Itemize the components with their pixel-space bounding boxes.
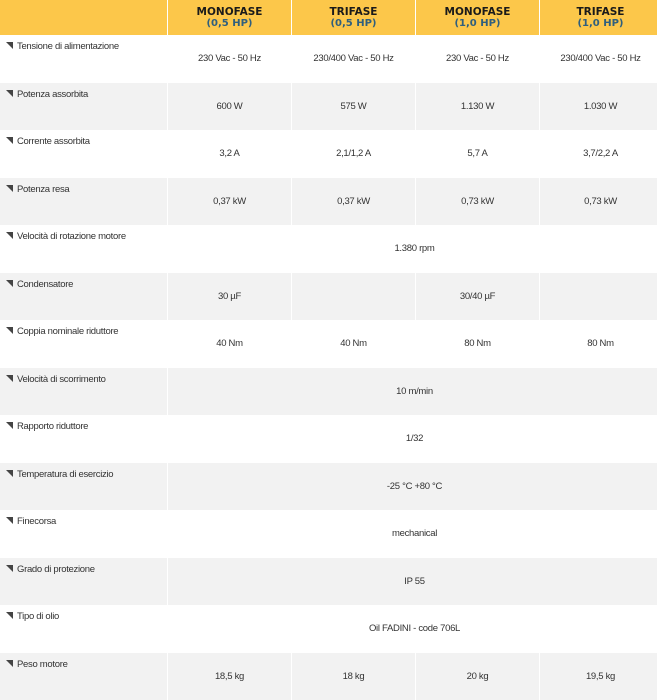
- row-label: Temperatura di esercizio: [0, 462, 167, 510]
- value-cell: 18 kg: [292, 652, 415, 700]
- corner-triangle-icon: [6, 374, 13, 382]
- value-cell: 230/400 Vac - 50 Hz: [313, 53, 394, 65]
- row-label: Potenza assorbita: [0, 82, 167, 130]
- row-label: Grado di protezione: [0, 557, 167, 605]
- value-cell: 30 µF: [168, 272, 291, 320]
- row-label: Condensatore: [0, 272, 167, 320]
- value-cell: 600 W: [168, 82, 291, 130]
- row-label: Finecorsa: [0, 510, 167, 558]
- row-label-text: Potenza assorbita: [17, 88, 88, 100]
- row-label-text: Velocità di rotazione motore: [17, 231, 126, 242]
- column-subtitle: (1,0 HP): [454, 17, 501, 29]
- corner-triangle-icon: [6, 517, 13, 524]
- value-cell: 80 Nm: [464, 338, 491, 350]
- value-cell: 30/40 µF: [416, 272, 539, 320]
- value-cell: 3,7/2,2 A: [583, 148, 618, 160]
- value-cell: 0,73 kW: [416, 177, 539, 225]
- column-header: MONOFASE (0,5 HP): [168, 0, 291, 35]
- row-label: Tensione di alimentazione: [0, 35, 167, 83]
- column-subtitle: (0,5 HP): [330, 17, 377, 29]
- header-empty: [0, 0, 167, 35]
- value-cell: 0,37 kW: [168, 177, 291, 225]
- row-label-text: Corrente assorbita: [17, 136, 90, 147]
- corner-triangle-icon: [6, 279, 13, 287]
- value-cell: 1.030 W: [540, 82, 657, 130]
- row-label-text: Potenza resa: [17, 183, 70, 195]
- row-label: Velocità di scorrimento: [0, 367, 167, 415]
- row-label-text: Velocità di scorrimento: [17, 373, 106, 385]
- value-cell: 230 Vac - 50 Hz: [446, 53, 509, 65]
- row-label-text: Condensatore: [17, 278, 74, 290]
- row-label-text: Finecorsa: [17, 516, 57, 527]
- value-cell: 2,1/1,2 A: [336, 148, 371, 160]
- corner-triangle-icon: [6, 232, 13, 239]
- row-label: Tipo di olio: [0, 605, 167, 653]
- corner-triangle-icon: [6, 469, 13, 477]
- row-label-text: Temperatura di esercizio: [17, 468, 114, 480]
- column-header: MONOFASE (1,0 HP): [416, 0, 539, 35]
- row-label-text: Grado di protezione: [17, 563, 95, 575]
- value-cell: [540, 272, 657, 320]
- corner-triangle-icon: [6, 42, 13, 49]
- value-cell: 3,2 A: [219, 148, 240, 160]
- row-label: Velocità di rotazione motore: [0, 225, 167, 273]
- corner-triangle-icon: [6, 659, 13, 667]
- row-label: Coppia nominale riduttore: [0, 320, 167, 368]
- merged-value-cell: IP 55: [168, 557, 657, 605]
- corner-triangle-icon: [6, 422, 13, 429]
- corner-triangle-icon: [6, 89, 13, 97]
- column-header: TRIFASE (0,5 HP): [292, 0, 415, 35]
- row-label: Potenza resa: [0, 177, 167, 225]
- merged-value-cell: 1.380 rpm: [394, 243, 435, 255]
- column-subtitle: (1,0 HP): [577, 17, 624, 29]
- value-cell: 230/400 Vac - 50 Hz: [560, 53, 641, 65]
- merged-value-cell: mechanical: [391, 528, 438, 540]
- row-label: Corrente assorbita: [0, 130, 167, 178]
- value-cell: 19,5 kg: [540, 652, 657, 700]
- value-cell: 80 Nm: [587, 338, 614, 350]
- corner-triangle-icon: [6, 327, 13, 334]
- corner-triangle-icon: [6, 184, 13, 192]
- column-header: TRIFASE (1,0 HP): [540, 0, 657, 35]
- value-cell: 230 Vac - 50 Hz: [198, 53, 261, 65]
- column-subtitle: (0,5 HP): [206, 17, 253, 29]
- corner-triangle-icon: [6, 137, 13, 144]
- value-cell: 18,5 kg: [168, 652, 291, 700]
- corner-triangle-icon: [6, 612, 13, 619]
- merged-value-cell: Oil FADINI - code 706L: [368, 623, 461, 635]
- value-cell: 40 Nm: [216, 338, 243, 350]
- merged-value-cell: -25 °C +80 °C: [168, 462, 657, 510]
- row-label-text: Rapporto riduttore: [17, 421, 89, 432]
- value-cell: 40 Nm: [340, 338, 367, 350]
- column-title: MONOFASE: [444, 5, 511, 18]
- value-cell: 1.130 W: [416, 82, 539, 130]
- corner-triangle-icon: [6, 564, 13, 572]
- value-cell: 0,37 kW: [292, 177, 415, 225]
- row-label-text: Tipo di olio: [17, 611, 59, 622]
- value-cell: 0,73 kW: [540, 177, 657, 225]
- row-label: Rapporto riduttore: [0, 415, 167, 463]
- row-label-text: Coppia nominale riduttore: [17, 326, 119, 337]
- merged-value-cell: 10 m/min: [168, 367, 657, 415]
- row-label-text: Tensione di alimentazione: [17, 41, 119, 52]
- value-cell: 575 W: [292, 82, 415, 130]
- value-cell: [292, 272, 415, 320]
- row-label: Peso motore: [0, 652, 167, 700]
- merged-value-cell: 1/32: [405, 433, 424, 445]
- column-title: MONOFASE: [196, 5, 263, 18]
- column-title: TRIFASE: [329, 5, 378, 18]
- value-cell: 5,7 A: [467, 148, 488, 160]
- value-cell: 20 kg: [416, 652, 539, 700]
- row-label-text: Peso motore: [17, 658, 68, 670]
- column-title: TRIFASE: [576, 5, 625, 18]
